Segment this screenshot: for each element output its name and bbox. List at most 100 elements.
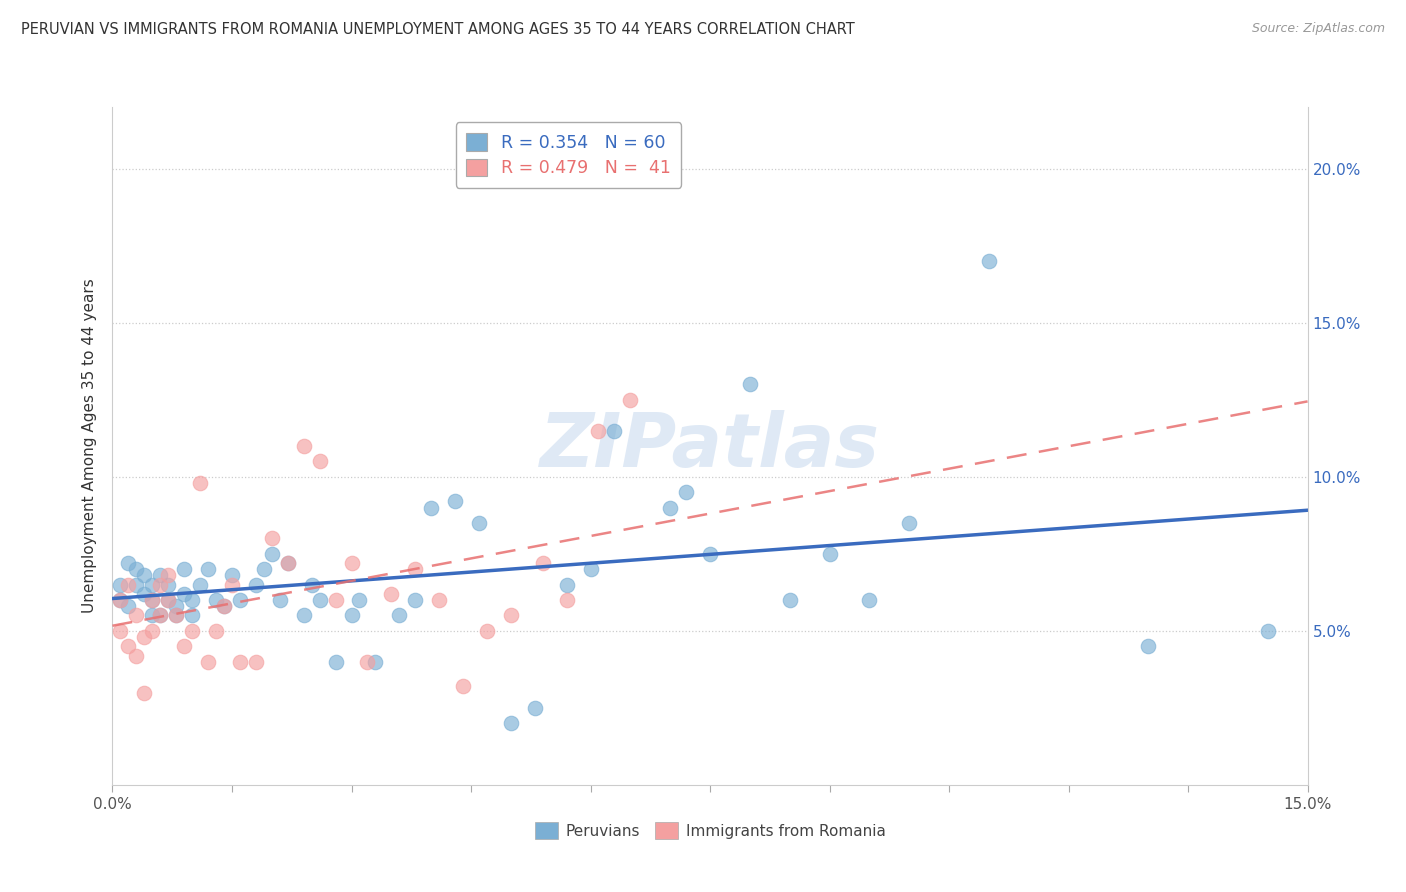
Point [260, 547, 283, 561]
Point [1137, 640, 1160, 654]
Point [245, 655, 267, 669]
Text: PERUVIAN VS IMMIGRANTS FROM ROMANIA UNEMPLOYMENT AMONG AGES 35 TO 44 YEARS CORRE: PERUVIAN VS IMMIGRANTS FROM ROMANIA UNEM… [21, 22, 855, 37]
Point [173, 562, 195, 576]
Point [388, 608, 411, 623]
Y-axis label: Unemployment Among Ages 35 to 44 years: Unemployment Among Ages 35 to 44 years [82, 278, 97, 614]
Point [229, 655, 252, 669]
Point [555, 593, 578, 607]
Point [588, 424, 610, 438]
Point [579, 562, 602, 576]
Point [1257, 624, 1279, 638]
Point [818, 547, 841, 561]
Point [125, 562, 148, 576]
Point [157, 568, 180, 582]
Point [356, 655, 378, 669]
Point [340, 608, 363, 623]
Point [134, 568, 156, 582]
Point [380, 587, 402, 601]
Point [253, 562, 276, 576]
Point [149, 608, 172, 623]
Point [125, 648, 148, 663]
Point [125, 577, 148, 591]
Point [229, 593, 252, 607]
Point [117, 556, 139, 570]
Point [141, 624, 163, 638]
Point [197, 655, 219, 669]
Point [444, 494, 467, 508]
Point [451, 679, 474, 693]
Point [292, 439, 315, 453]
Point [340, 556, 363, 570]
Point [659, 500, 682, 515]
Point [181, 624, 204, 638]
Point [475, 624, 498, 638]
Point [858, 593, 880, 607]
Point [325, 593, 347, 607]
Point [197, 562, 219, 576]
Point [349, 593, 371, 607]
Point [173, 587, 195, 601]
Text: Source: ZipAtlas.com: Source: ZipAtlas.com [1251, 22, 1385, 36]
Point [364, 655, 387, 669]
Point [523, 701, 546, 715]
Point [134, 630, 156, 644]
Legend: Peruvians, Immigrants from Romania: Peruvians, Immigrants from Romania [529, 816, 891, 845]
Point [141, 577, 163, 591]
Point [117, 599, 139, 614]
Point [468, 516, 491, 530]
Point [165, 599, 187, 614]
Point [205, 624, 228, 638]
Point [181, 593, 204, 607]
Point [619, 392, 641, 407]
Point [269, 593, 291, 607]
Point [675, 485, 697, 500]
Point [221, 577, 243, 591]
Point [188, 577, 211, 591]
Point [188, 475, 211, 490]
Point [555, 577, 578, 591]
Point [212, 599, 235, 614]
Point [738, 377, 761, 392]
Point [141, 608, 163, 623]
Point [157, 593, 180, 607]
Point [173, 640, 195, 654]
Point [977, 254, 1000, 268]
Point [125, 608, 148, 623]
Point [308, 593, 330, 607]
Point [245, 577, 267, 591]
Point [110, 593, 132, 607]
Point [157, 577, 180, 591]
Point [301, 577, 323, 591]
Point [603, 424, 626, 438]
Text: ZIPatlas: ZIPatlas [540, 409, 880, 483]
Point [149, 568, 172, 582]
Point [181, 608, 204, 623]
Point [404, 562, 426, 576]
Point [308, 454, 330, 468]
Point [165, 608, 187, 623]
Point [699, 547, 721, 561]
Point [427, 593, 450, 607]
Point [499, 608, 522, 623]
Point [779, 593, 801, 607]
Point [404, 593, 426, 607]
Point [531, 556, 554, 570]
Point [110, 593, 132, 607]
Point [277, 556, 299, 570]
Point [221, 568, 243, 582]
Point [134, 685, 156, 699]
Point [117, 640, 139, 654]
Point [420, 500, 443, 515]
Point [149, 608, 172, 623]
Point [325, 655, 347, 669]
Point [157, 593, 180, 607]
Point [898, 516, 921, 530]
Point [141, 593, 163, 607]
Point [134, 587, 156, 601]
Point [165, 608, 187, 623]
Point [260, 532, 283, 546]
Point [141, 593, 163, 607]
Point [277, 556, 299, 570]
Point [117, 577, 139, 591]
Point [149, 577, 172, 591]
